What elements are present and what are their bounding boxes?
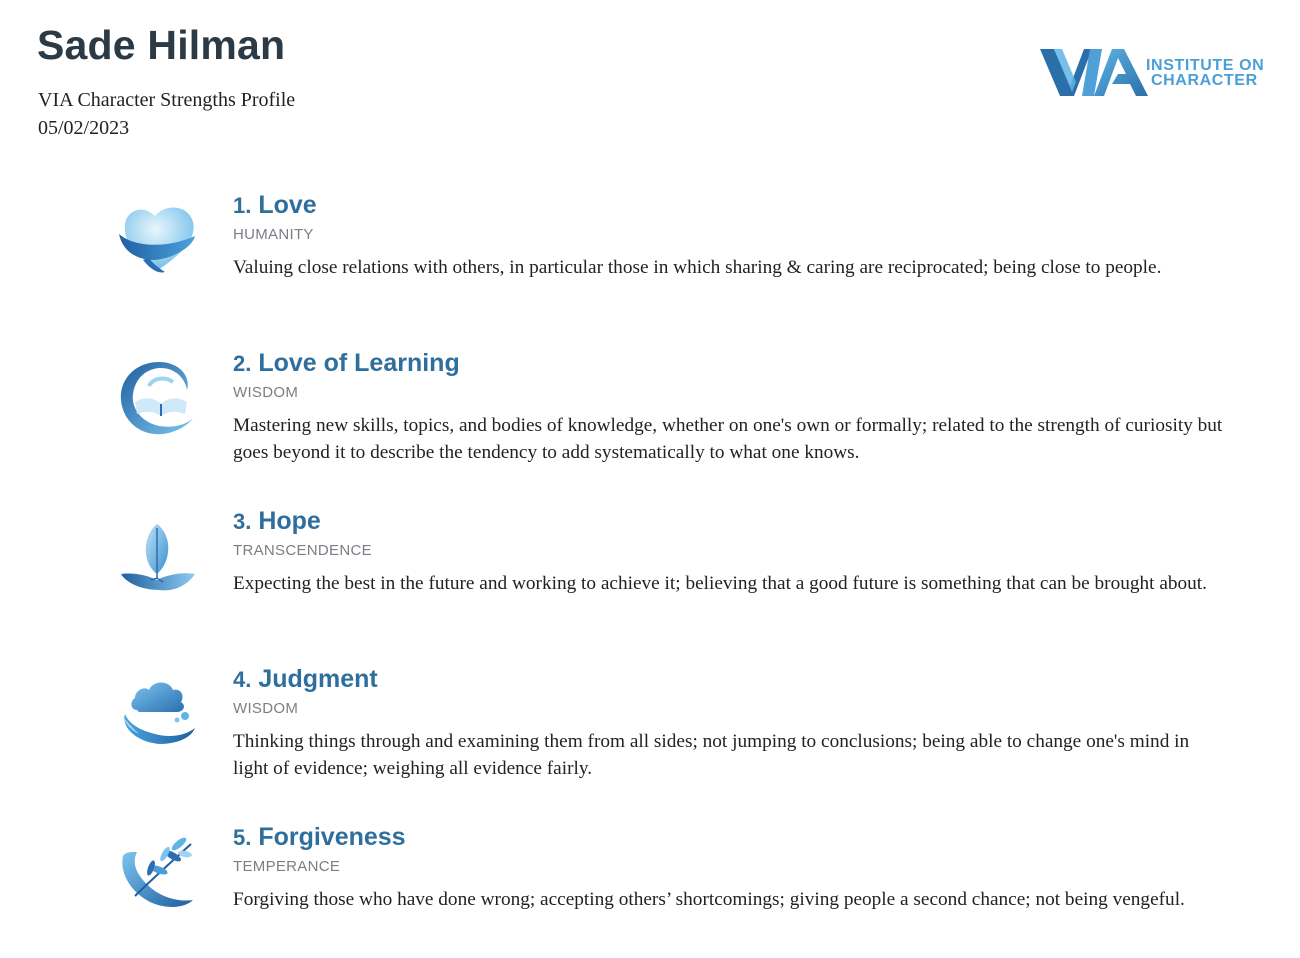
strength-description: Mastering new skills, topics, and bodies… bbox=[233, 415, 1223, 463]
strength-title: 4. Judgment bbox=[233, 664, 1233, 695]
heart-icon bbox=[119, 207, 195, 273]
strength-title: 2. Love of Learning bbox=[233, 348, 1233, 379]
strength-rank: 2. bbox=[233, 351, 252, 376]
profile-meta: VIA Character Strengths Profile 05/02/20… bbox=[38, 86, 295, 142]
strength-name: Love of Learning bbox=[258, 349, 460, 377]
logo-text: INSTITUTE ON CHARACTER bbox=[1146, 57, 1265, 89]
strength-name: Hope bbox=[258, 507, 321, 535]
strength-name: Judgment bbox=[258, 665, 378, 693]
strength-name: Forgiveness bbox=[258, 823, 406, 851]
strength-rank: 1. bbox=[233, 193, 252, 218]
strength-virtue: HUMANITY bbox=[233, 226, 314, 243]
strength-virtue: TEMPERANCE bbox=[233, 858, 341, 875]
profile-date: 05/02/2023 bbox=[38, 117, 130, 139]
strength-rank: 4. bbox=[233, 667, 252, 692]
strength-name: Love bbox=[258, 191, 317, 219]
strength-description: Forgiving those who have done wrong; acc… bbox=[233, 889, 1185, 910]
strength-virtue: WISDOM bbox=[233, 700, 299, 717]
strength-body: 2. Love of Learning WISDOM Mastering new… bbox=[233, 348, 1233, 466]
olive-branch-icon bbox=[122, 837, 193, 907]
strength-virtue: WISDOM bbox=[233, 384, 299, 401]
strength-rank: 5. bbox=[233, 825, 252, 850]
strength-rank: 3. bbox=[233, 509, 252, 534]
logo-line-1: INSTITUTE ON bbox=[1146, 57, 1265, 74]
profile-name: Sade Hilman bbox=[37, 22, 286, 68]
strength-description: Thinking things through and examining th… bbox=[233, 731, 1190, 779]
cloud-icon bbox=[123, 682, 195, 744]
strength-title: 3. Hope bbox=[233, 506, 1233, 537]
strength-body: 3. Hope TRANSCENDENCE Expecting the best… bbox=[233, 506, 1233, 597]
strength-title: 1. Love bbox=[233, 190, 1233, 221]
strength-description: Valuing close relations with others, in … bbox=[233, 257, 1162, 278]
logo-line-2: CHARACTER bbox=[1151, 72, 1258, 89]
strength-title: 5. Forgiveness bbox=[233, 822, 1233, 853]
strength-body: 1. Love HUMANITY Valuing close relations… bbox=[233, 190, 1233, 281]
strength-description: Expecting the best in the future and wor… bbox=[233, 573, 1207, 594]
strength-body: 5. Forgiveness TEMPERANCE Forgiving thos… bbox=[233, 822, 1233, 913]
open-book-icon bbox=[120, 362, 193, 435]
sprout-icon bbox=[121, 524, 195, 591]
via-logo bbox=[1040, 49, 1148, 96]
strength-virtue: TRANSCENDENCE bbox=[233, 542, 372, 559]
profile-subtitle: VIA Character Strengths Profile bbox=[38, 89, 296, 111]
strength-body: 4. Judgment WISDOM Thinking things throu… bbox=[233, 664, 1233, 782]
